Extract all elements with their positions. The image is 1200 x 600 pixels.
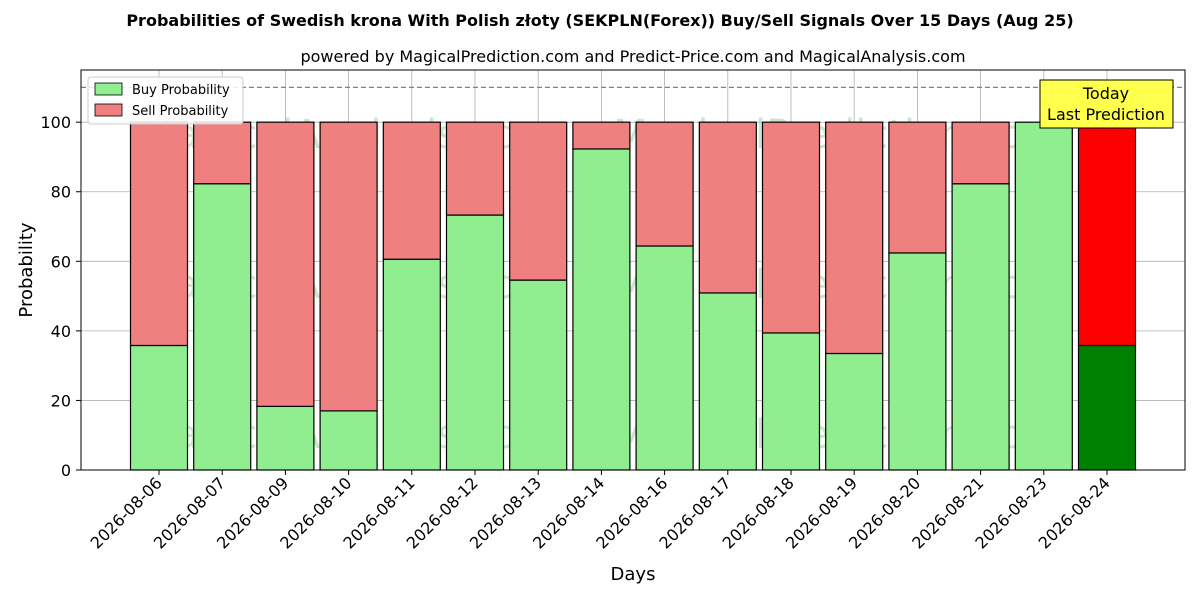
chart-title: Probabilities of Swedish krona With Poli…: [126, 11, 1073, 30]
bar-buy: [382, 258, 441, 471]
plot-frame: [80, 69, 1186, 471]
y-axis-label: Probability: [16, 222, 37, 317]
bar-buy: [509, 279, 568, 471]
bar-buy: [635, 245, 694, 471]
bar-sell: [572, 121, 631, 150]
bar-sell: [129, 121, 189, 347]
bar-sell: [319, 121, 378, 412]
y-tick-label: 60: [51, 252, 71, 271]
bar-sell: [951, 121, 1010, 185]
bar-buy: [319, 410, 378, 471]
bar-buy: [1014, 121, 1073, 471]
today-annotation-line1: Today: [1082, 84, 1129, 103]
bar-sell: [888, 121, 947, 254]
bar-buy: [698, 292, 757, 471]
bar-buy: [951, 183, 1010, 471]
bar-sell: [193, 121, 252, 185]
legend: Buy Probability Sell Probability: [87, 76, 244, 125]
y-tick-label: 20: [51, 391, 71, 410]
y-tick-label: 100: [40, 113, 71, 132]
bar-buy: [888, 252, 947, 471]
bar-buy: [761, 332, 821, 471]
bar-sell: [761, 121, 821, 334]
y-tick-label: 80: [51, 183, 71, 202]
y-axis-ticks: 0 20 40 60 80 100: [40, 113, 81, 480]
bar-buy: [129, 344, 189, 471]
x-axis-label: Days: [611, 564, 656, 585]
bar-sell: [445, 121, 505, 216]
bar-buy: [825, 352, 884, 471]
legend-sell-swatch: [94, 103, 123, 117]
today-annotation-line2: Last Prediction: [1047, 105, 1165, 124]
bar-buy: [256, 405, 315, 471]
legend-sell-label: Sell Probability: [132, 104, 229, 119]
bar-buy: [1077, 344, 1137, 471]
bar-buy: [445, 214, 505, 471]
legend-buy-swatch: [94, 82, 123, 96]
bar-buy: [572, 148, 631, 471]
bar-sell: [1077, 121, 1137, 347]
legend-box: [87, 76, 244, 125]
bar-sell: [698, 121, 757, 294]
bar-layer: [129, 121, 1137, 471]
bar-sell: [825, 121, 884, 355]
today-annotation: Today Last Prediction: [1039, 79, 1174, 129]
y-tick-label: 0: [61, 461, 71, 480]
bar-sell: [382, 121, 441, 260]
bar-sell: [635, 121, 694, 247]
bar-sell: [509, 121, 568, 281]
x-axis-ticks: 2026-08-062026-08-072026-08-092026-08-10…: [87, 470, 1114, 553]
chart-subtitle: powered by MagicalPrediction.com and Pre…: [300, 47, 965, 66]
today-annotation-box: [1039, 79, 1174, 129]
legend-buy-label: Buy Probability: [132, 83, 230, 98]
bar-buy: [193, 183, 252, 471]
bar-sell: [256, 121, 315, 407]
y-tick-label: 40: [51, 322, 71, 341]
